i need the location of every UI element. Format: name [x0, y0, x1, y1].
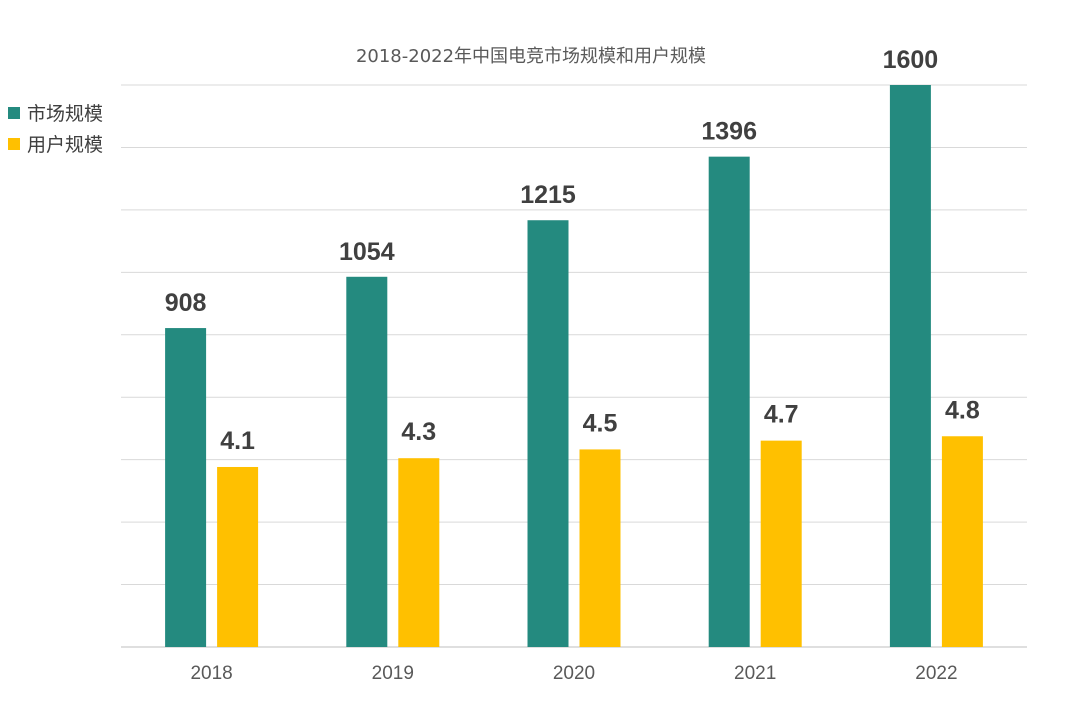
x-tick-label: 2020	[553, 663, 595, 684]
chart-title: 2018-2022年中国电竞市场规模和用户规模	[356, 46, 706, 67]
data-label-market-2022: 1600	[883, 46, 939, 74]
bar-market-2021	[708, 156, 750, 647]
bar-market-2022	[889, 85, 931, 647]
legend-label: 市场规模	[27, 103, 103, 125]
data-label-market-2018: 908	[165, 289, 207, 317]
x-tick-label: 2022	[915, 663, 957, 684]
data-label-users-2018: 4.1	[220, 427, 255, 455]
data-label-users-2020: 4.5	[583, 409, 618, 437]
bar-market-2019	[346, 276, 388, 647]
x-tick-label: 2018	[190, 663, 232, 684]
data-label-users-2019: 4.3	[401, 418, 436, 446]
bar-users-2021	[760, 440, 802, 647]
legend-label: 用户规模	[27, 134, 103, 156]
legend-swatch	[8, 138, 20, 150]
bar-market-2020	[527, 220, 569, 647]
bars	[165, 85, 983, 647]
x-tick-label: 2019	[372, 663, 414, 684]
x-axis-ticks: 2018 2019 2020 2021 2022	[190, 663, 957, 684]
data-label-market-2019: 1054	[339, 238, 395, 266]
bar-users-2018	[217, 466, 259, 647]
data-label-users-2022: 4.8	[945, 396, 980, 424]
data-label-users-2021: 4.7	[764, 401, 799, 429]
legend-swatch	[8, 107, 20, 119]
x-tick-label: 2021	[734, 663, 776, 684]
data-label-market-2021: 1396	[701, 118, 757, 146]
gridlines	[121, 84, 1027, 648]
data-label-market-2020: 1215	[520, 181, 576, 209]
bar-users-2019	[398, 458, 440, 647]
bar-users-2020	[579, 449, 621, 647]
bar-users-2022	[941, 436, 983, 647]
bar-market-2018	[165, 328, 207, 647]
data-labels: 908 1054 1215 1396 1600 4.1 4.3 4.5 4.7 4.8	[165, 46, 980, 455]
